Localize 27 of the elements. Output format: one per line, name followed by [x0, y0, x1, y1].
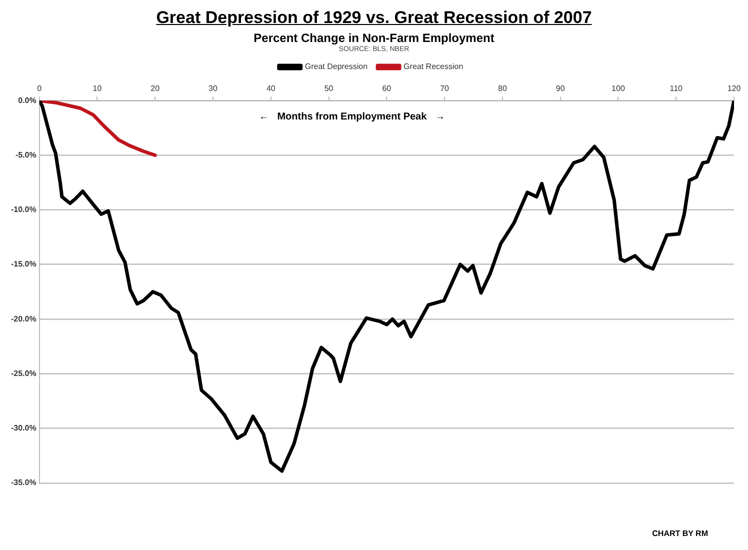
x-tick-label: 30	[208, 84, 218, 94]
y-tick-label: 0.0%	[18, 96, 36, 105]
x-tick-label: 10	[92, 84, 102, 94]
x-tick-label: 80	[498, 84, 508, 94]
text: CHART BY RM	[652, 529, 708, 538]
legend-label: Great Recession	[404, 62, 464, 72]
y-tick-label: -15.0%	[10, 260, 36, 269]
y-tick-label: -20.0%	[10, 314, 36, 324]
y-tick-label: -5.0%	[15, 150, 36, 160]
y-tick-label: -30.0%	[10, 424, 36, 433]
x-tick-label: 90	[556, 84, 566, 94]
x-axis-title: ← Months from Employment Peak →	[258, 111, 446, 122]
y-tick-label: -10.0%	[10, 205, 36, 214]
y-tick-label: -25.0%	[10, 368, 36, 378]
chart-subtitle: Percent Change in Non-Farm Employment	[252, 31, 496, 45]
x-tick-label: 100	[612, 84, 626, 94]
x-tick-label: 40	[266, 84, 276, 94]
x-tick-label: 70	[440, 84, 450, 94]
x-tick-label: 120	[727, 84, 742, 94]
chart-title: Great Depression of 1929 vs. Great Recession of 2007	[155, 7, 593, 28]
legend-label: Great Depression	[304, 62, 368, 72]
x-tick-label: 50	[324, 84, 334, 94]
x-tick-label: 60	[382, 84, 392, 94]
x-tick-label: 20	[150, 84, 160, 94]
y-tick-label: -35.0%	[10, 478, 36, 488]
x-tick-label: 110	[670, 84, 684, 94]
x-tick-label: 0	[37, 84, 42, 94]
